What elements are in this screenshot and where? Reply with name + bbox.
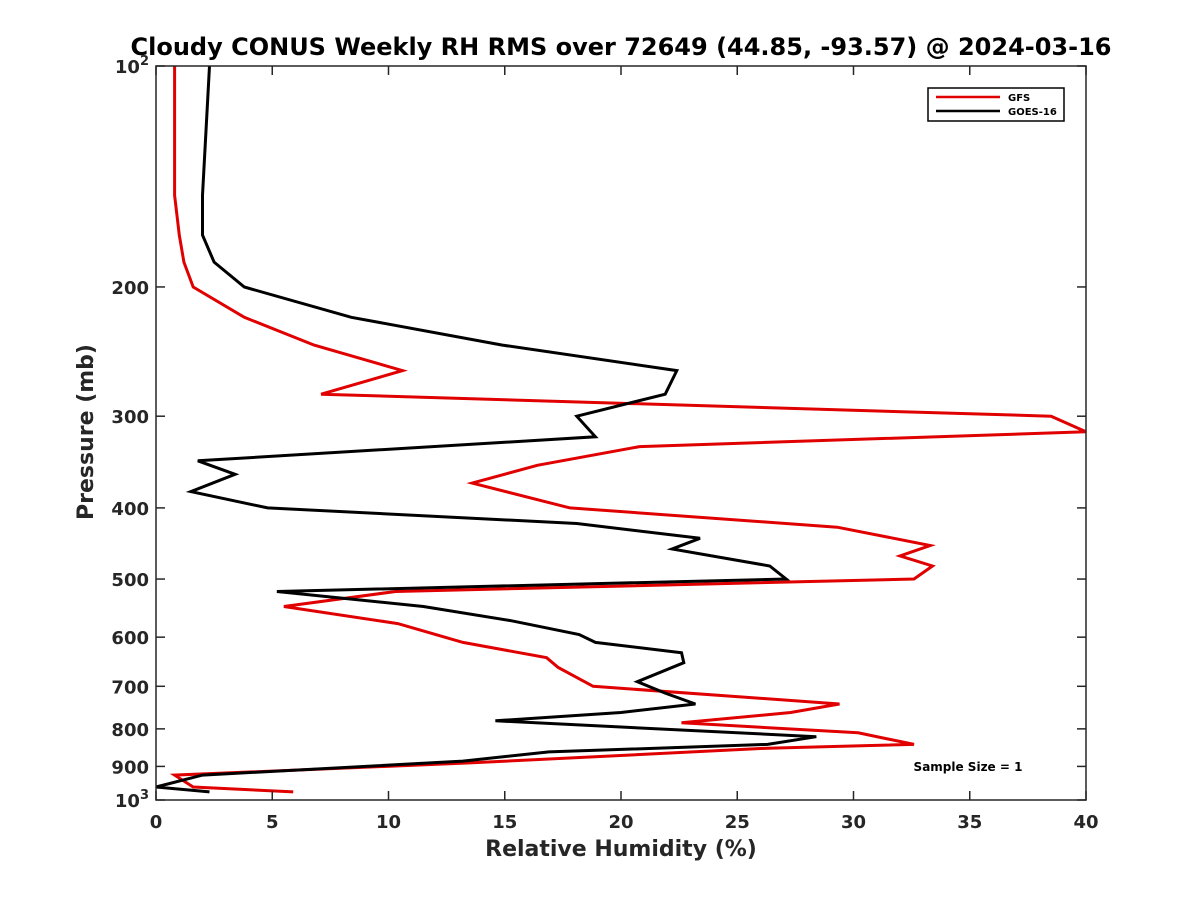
y-tick-label: 103	[115, 788, 149, 812]
legend: GFS GOES-16	[927, 87, 1065, 122]
y-tick-label: 300	[111, 407, 149, 428]
y-tick-label-value: 10	[115, 791, 140, 812]
chart-title: Cloudy CONUS Weekly RH RMS over 72649 (4…	[131, 33, 1112, 61]
y-tick-label: 400	[111, 499, 149, 520]
x-tick-label: 35	[957, 812, 982, 833]
series-line-goes-16	[155, 65, 817, 794]
x-tick-label: 0	[150, 812, 163, 833]
y-tick-label-value: 900	[111, 757, 149, 778]
series-line-gfs	[169, 66, 1087, 794]
x-tick-label: 5	[266, 812, 279, 833]
y-tick-label: 102	[115, 54, 149, 78]
y-axis-label: Pressure (mb)	[74, 344, 99, 520]
legend-label: GFS	[1008, 93, 1030, 104]
y-tick-label: 800	[111, 720, 149, 741]
x-tick-label: 40	[1073, 812, 1098, 833]
series-layer	[155, 65, 1087, 794]
x-tick-label: 20	[608, 812, 633, 833]
plot-frame	[155, 65, 1087, 801]
y-tick-label: 700	[111, 677, 149, 698]
x-tick-label: 25	[725, 812, 750, 833]
y-tick-label-value: 400	[111, 499, 149, 520]
legend-box	[927, 87, 1065, 122]
x-axis-label: Relative Humidity (%)	[485, 837, 757, 862]
y-tick-label-value: 800	[111, 720, 149, 741]
y-tick-label: 900	[111, 757, 149, 778]
y-tick-label-exponent: 2	[140, 54, 149, 69]
y-tick-label-exponent: 3	[140, 788, 149, 803]
y-tick-label: 200	[111, 278, 149, 299]
x-tick-label: 15	[492, 812, 517, 833]
axes-layer: 0 5 10 15 20 25 30 35 40102200300400500600700800…	[111, 54, 1098, 833]
y-tick-label-value: 10	[115, 57, 140, 78]
y-tick-label-value: 300	[111, 407, 149, 428]
y-tick-label-value: 200	[111, 278, 149, 299]
sample-size-note: Sample Size = 1	[914, 760, 1023, 774]
y-tick-label-value: 500	[111, 570, 149, 591]
y-tick-label: 600	[111, 628, 149, 649]
y-tick-label-value: 700	[111, 677, 149, 698]
x-tick-label: 10	[376, 812, 401, 833]
y-tick-label-value: 600	[111, 628, 149, 649]
y-tick-label: 500	[111, 570, 149, 591]
x-tick-label: 30	[841, 812, 866, 833]
legend-label: GOES-16	[1008, 107, 1057, 118]
